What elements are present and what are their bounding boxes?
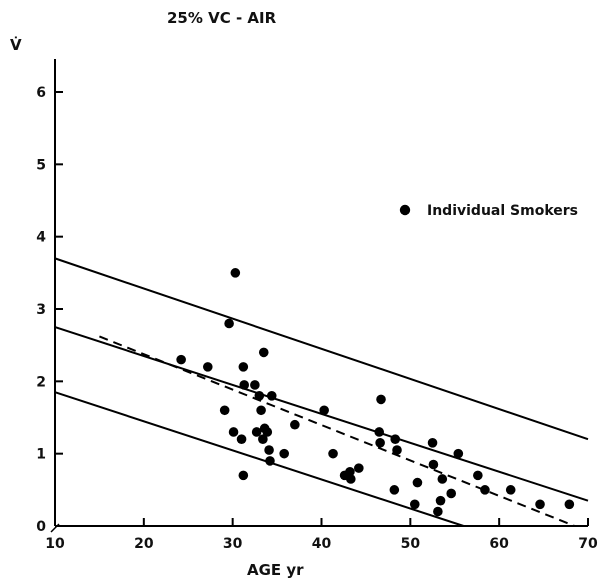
reference-line bbox=[54, 391, 464, 527]
smoker-data-point bbox=[279, 448, 289, 459]
legend-label: Individual Smokers bbox=[427, 203, 578, 219]
smoker-data-point bbox=[236, 434, 247, 445]
x-axis-title: AGE yr bbox=[247, 561, 304, 578]
smoker-data-point bbox=[239, 380, 250, 390]
smoker-data-point bbox=[224, 318, 234, 329]
x-tick-label: 60 bbox=[489, 536, 509, 552]
y-tick-label: 3 bbox=[36, 302, 46, 318]
axis-break-mark bbox=[50, 523, 60, 533]
x-tick-label: 20 bbox=[134, 536, 154, 552]
smoker-data-point bbox=[505, 485, 516, 495]
smoker-data-point bbox=[564, 499, 575, 510]
smoker-data-point bbox=[390, 434, 401, 445]
smoker-data-point bbox=[176, 354, 186, 365]
smoker-data-point bbox=[219, 405, 230, 416]
y-axis-ticks: 0 1 2 3 4 5 6 bbox=[36, 85, 63, 535]
axes bbox=[50, 59, 588, 533]
smoker-data-point bbox=[228, 427, 239, 437]
x-tick-label: 30 bbox=[223, 536, 243, 552]
x-axis-ticks: 10 20 30 40 50 60 70 bbox=[45, 518, 598, 552]
y-tick-label: 6 bbox=[36, 85, 46, 101]
data-points bbox=[176, 268, 575, 517]
x-tick-label: 70 bbox=[578, 536, 598, 552]
smoker-data-point bbox=[389, 485, 400, 495]
smoker-data-point bbox=[437, 474, 448, 484]
x-tick-label: 50 bbox=[401, 536, 421, 552]
smoker-data-point bbox=[433, 506, 443, 517]
smoker-data-point bbox=[266, 391, 277, 401]
smoker-data-point bbox=[238, 362, 249, 372]
smoker-data-point bbox=[409, 499, 420, 510]
y-axis-title: V̇ bbox=[10, 35, 22, 54]
y-tick-label: 4 bbox=[36, 230, 46, 246]
smoker-data-point bbox=[265, 456, 275, 466]
smoker-data-point bbox=[346, 474, 356, 484]
smoker-data-point bbox=[354, 463, 364, 473]
smoker-data-point bbox=[412, 477, 423, 488]
reference-line bbox=[54, 257, 589, 441]
smoker-data-point bbox=[374, 427, 385, 437]
smoker-data-point bbox=[376, 394, 386, 405]
smoker-data-point bbox=[202, 362, 213, 372]
smoker-data-point bbox=[230, 268, 241, 278]
smoker-data-point bbox=[258, 347, 269, 358]
smoker-data-point bbox=[319, 405, 329, 416]
smoker-data-point bbox=[427, 438, 438, 448]
y-tick-label: 0 bbox=[36, 519, 46, 535]
smoker-data-point bbox=[262, 427, 273, 437]
smoker-data-point bbox=[251, 427, 262, 437]
legend-marker bbox=[399, 204, 411, 216]
smoker-data-point bbox=[250, 380, 260, 390]
smoker-data-point bbox=[453, 448, 464, 459]
y-tick-label: 2 bbox=[36, 374, 46, 390]
smoker-data-point bbox=[290, 419, 300, 430]
smoker-data-point bbox=[328, 448, 338, 459]
smoker-data-point bbox=[238, 470, 249, 481]
smoker-data-point bbox=[345, 466, 355, 477]
smoker-data-point bbox=[375, 438, 385, 448]
smoker-data-point bbox=[446, 488, 456, 499]
smoker-data-point bbox=[392, 445, 402, 455]
smoker-data-point bbox=[435, 495, 446, 506]
smoker-data-point bbox=[254, 391, 265, 401]
x-tick-label: 10 bbox=[45, 536, 65, 552]
smoker-data-point bbox=[256, 405, 266, 416]
regression-line-dashed bbox=[99, 335, 576, 527]
smoker-data-point bbox=[428, 459, 439, 470]
smoker-data-point bbox=[258, 434, 268, 445]
smoker-data-point bbox=[264, 445, 274, 455]
smoker-data-point bbox=[480, 485, 490, 495]
smoker-data-point bbox=[473, 470, 483, 481]
x-tick-label: 40 bbox=[312, 536, 332, 552]
smoker-data-point bbox=[535, 499, 545, 510]
y-tick-label: 1 bbox=[36, 447, 46, 463]
y-tick-label: 5 bbox=[36, 157, 46, 173]
legend: Individual Smokers bbox=[399, 203, 578, 219]
chart-title: 25% VC - AIR bbox=[167, 9, 277, 27]
